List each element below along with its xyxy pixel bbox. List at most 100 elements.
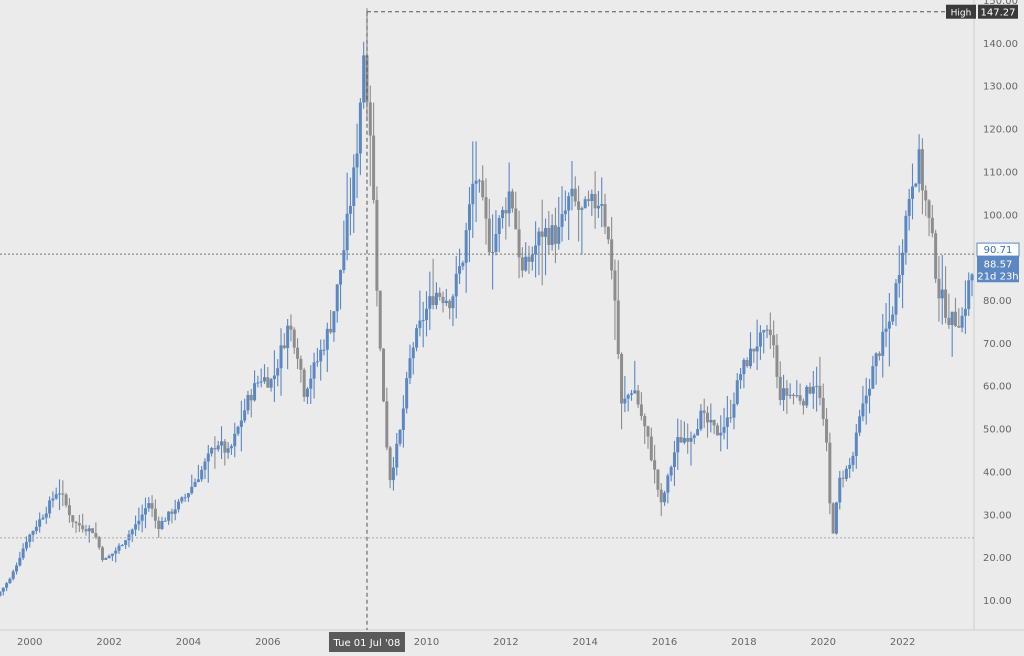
ohlc-bar bbox=[729, 399, 733, 423]
bar-body bbox=[220, 441, 224, 446]
bar-body bbox=[382, 348, 386, 402]
ohlc-bar bbox=[719, 415, 723, 452]
ohlc-bar bbox=[329, 309, 333, 335]
bar-body bbox=[332, 311, 336, 333]
bar-body bbox=[924, 190, 928, 201]
bar-body bbox=[811, 386, 815, 394]
ohlc-bar bbox=[768, 312, 772, 350]
ohlc-bar bbox=[74, 520, 78, 533]
ohlc-bar bbox=[944, 266, 948, 324]
bar-body bbox=[937, 278, 941, 299]
ohlc-bar bbox=[841, 470, 845, 488]
bar-body bbox=[5, 583, 9, 588]
bar-body bbox=[742, 360, 746, 375]
bar-body bbox=[130, 529, 134, 535]
bar-body bbox=[223, 441, 227, 453]
ohlc-bar bbox=[514, 191, 518, 230]
ohlc-bar bbox=[534, 221, 538, 278]
bar-body bbox=[911, 186, 915, 199]
ohlc-bar bbox=[325, 322, 329, 373]
y-tick-label: 100.00 bbox=[983, 210, 1018, 221]
ohlc-bar bbox=[494, 210, 498, 256]
bar-body bbox=[415, 328, 419, 348]
crosshair-price: 90.71 bbox=[984, 245, 1013, 256]
ohlc-bar bbox=[838, 470, 842, 510]
bar-body bbox=[163, 520, 167, 522]
ohlc-bar bbox=[742, 357, 746, 389]
ohlc-bar bbox=[626, 393, 630, 412]
bar-body bbox=[669, 467, 673, 476]
ohlc-bar bbox=[335, 283, 339, 323]
bar-body bbox=[71, 515, 75, 522]
bar-body bbox=[682, 437, 686, 443]
bar-body bbox=[828, 442, 832, 504]
ohlc-bar bbox=[163, 517, 167, 522]
ohlc-bar bbox=[656, 468, 660, 497]
bar-body bbox=[834, 502, 838, 534]
ohlc-bar bbox=[375, 186, 379, 307]
bar-body bbox=[34, 526, 38, 531]
bar-body bbox=[676, 437, 680, 453]
bar-body bbox=[772, 335, 776, 346]
ohlc-bar bbox=[34, 520, 38, 535]
ohlc-bar bbox=[874, 352, 878, 385]
ohlc-bar bbox=[124, 539, 128, 550]
ohlc-bar bbox=[48, 496, 52, 519]
ohlc-bar bbox=[428, 271, 432, 331]
ohlc-bar bbox=[448, 299, 452, 320]
bar-body bbox=[953, 311, 957, 326]
bar-body bbox=[464, 230, 468, 263]
ohlc-bar bbox=[140, 504, 144, 533]
ohlc-bar bbox=[110, 553, 114, 561]
bar-body bbox=[735, 380, 739, 404]
bar-body bbox=[196, 479, 200, 482]
ohlc-bar bbox=[735, 372, 739, 406]
y-tick-label: 20.00 bbox=[983, 553, 1012, 564]
y-tick-label: 10.00 bbox=[983, 596, 1012, 607]
bar-body bbox=[74, 521, 78, 524]
ohlc-bar bbox=[266, 367, 270, 388]
ohlc-bar bbox=[623, 375, 627, 413]
ohlc-bar bbox=[299, 355, 303, 383]
bar-body bbox=[732, 403, 736, 418]
ohlc-bar bbox=[84, 524, 88, 536]
bar-body bbox=[84, 529, 88, 532]
ohlc-bar bbox=[600, 177, 604, 228]
ohlc-bar bbox=[706, 406, 710, 438]
bar-body bbox=[1, 587, 5, 592]
bar-body bbox=[762, 330, 766, 333]
ohlc-bar bbox=[358, 98, 362, 176]
ohlc-bar bbox=[0, 591, 2, 597]
ohlc-bar bbox=[5, 581, 9, 592]
ohlc-bar bbox=[272, 350, 276, 403]
bar-body bbox=[868, 388, 872, 396]
ohlc-bar bbox=[639, 392, 643, 421]
ohlc-bar bbox=[233, 422, 237, 458]
bar-body bbox=[963, 308, 967, 316]
ohlc-bar bbox=[636, 384, 640, 408]
bar-body bbox=[206, 453, 210, 462]
ohlc-bar bbox=[401, 395, 405, 448]
bar-body bbox=[345, 213, 349, 251]
ohlc-bar bbox=[107, 554, 111, 559]
bar-body bbox=[553, 225, 557, 244]
ohlc-bar bbox=[239, 400, 243, 452]
ohlc-bar bbox=[699, 404, 703, 432]
bar-body bbox=[947, 317, 951, 325]
ohlc-bar bbox=[864, 377, 868, 425]
crosshair-price-tag bbox=[976, 242, 1020, 257]
ohlc-bar bbox=[203, 458, 207, 479]
ohlc-bar bbox=[286, 319, 290, 370]
ohlc-bar bbox=[477, 178, 481, 193]
bar-body bbox=[286, 325, 290, 349]
ohlc-bar bbox=[547, 211, 551, 255]
bar-body bbox=[67, 505, 71, 516]
ohlc-bar bbox=[147, 496, 151, 512]
ohlc-bar bbox=[8, 577, 12, 584]
ohlc-bar bbox=[524, 242, 528, 272]
last-price-countdown: 21d 23h bbox=[977, 271, 1018, 282]
ohlc-bar bbox=[725, 396, 729, 450]
